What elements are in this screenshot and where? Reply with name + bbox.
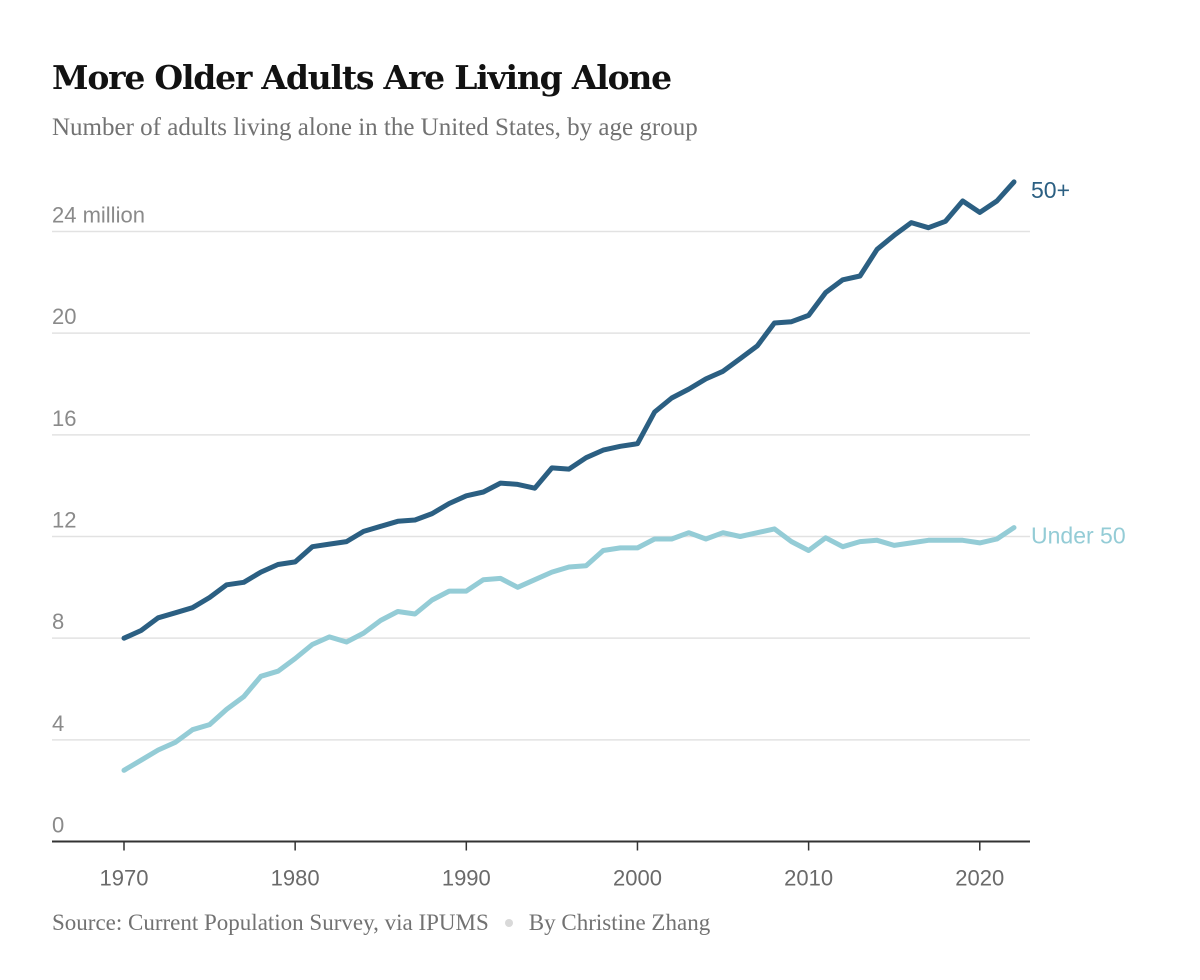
x-tick-label: 2020 — [955, 866, 1004, 891]
y-tick-label: 8 — [52, 609, 64, 634]
y-tick-label: 12 — [52, 508, 76, 533]
y-tick-label: 16 — [52, 406, 76, 431]
y-tick-label: 24 million — [52, 203, 145, 228]
separator-dot — [504, 918, 513, 927]
x-tick-label: 2000 — [613, 866, 662, 891]
y-tick-label: 20 — [52, 304, 76, 329]
chart-subtitle: Number of adults living alone in the Uni… — [52, 114, 698, 141]
source-note: Source: Current Population Survey, via I… — [52, 910, 489, 935]
chart-footer: Source: Current Population Survey, via I… — [52, 910, 710, 936]
x-tick-label: 1980 — [271, 866, 320, 891]
x-axis: 1970 1980 1990 2000 2010 2020 — [52, 840, 1030, 891]
y-tick-label: 4 — [52, 711, 64, 736]
y-tick-label: 0 — [52, 813, 64, 838]
y-axis-labels: 0 4 8 12 16 20 24 million — [52, 203, 145, 838]
x-tick-label: 1990 — [442, 866, 491, 891]
series-line-50-plus — [121, 179, 1017, 641]
line-chart: 0 4 8 12 16 20 24 million 1970 1980 1990 2000 2010… — [52, 177, 1126, 891]
series-label-under-50: Under 50 — [1031, 523, 1126, 549]
series-labels: 50+ Under 50 — [1031, 177, 1126, 549]
chart-title: More Older Adults Are Living Alone — [52, 58, 672, 97]
series-lines — [121, 179, 1017, 773]
series-line-under-50 — [121, 525, 1017, 773]
x-tick-label: 2010 — [784, 866, 833, 891]
byline: By Christine Zhang — [528, 910, 711, 935]
gridlines — [52, 230, 1030, 741]
x-tick-label: 1970 — [100, 866, 149, 891]
series-label-50-plus: 50+ — [1031, 177, 1070, 203]
